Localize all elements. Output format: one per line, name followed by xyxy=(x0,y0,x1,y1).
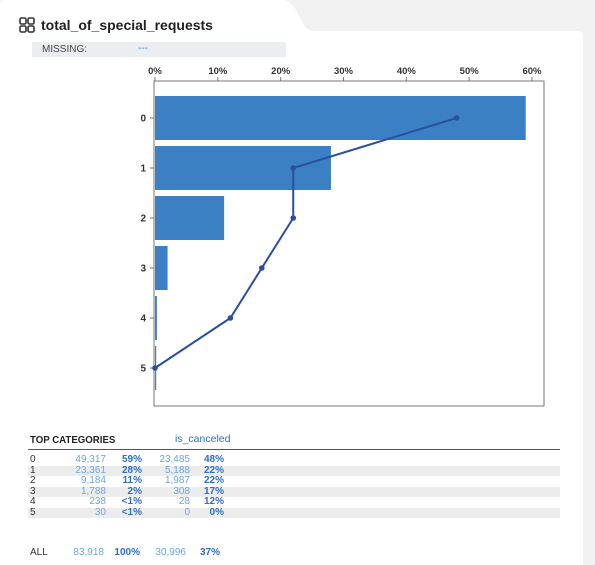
row-count: 1,788 xyxy=(60,486,106,497)
grid-icon xyxy=(19,17,35,33)
row-percent: 59% xyxy=(121,454,142,465)
bar xyxy=(155,96,526,140)
row-canceled: 1,987 xyxy=(164,475,190,486)
row-canceled-percent: 12% xyxy=(203,496,224,507)
cancel-rate-point xyxy=(259,265,265,271)
missing-row: MISSING: --- xyxy=(32,42,286,57)
row-percent: 2% xyxy=(106,486,144,497)
row-count: 23,361 xyxy=(60,465,106,476)
category-table: 0 49,317 59% 23,485 48% 1 23,361 28% 5,188 22% 2 9,… xyxy=(28,454,560,518)
total-count: 83,918 xyxy=(73,547,104,558)
row-category: 2 xyxy=(30,475,36,486)
row-count: 30 xyxy=(60,507,106,518)
row-category: 3 xyxy=(28,486,60,497)
row-canceled: 5,188 xyxy=(144,465,190,476)
row-canceled-percent: 0% xyxy=(190,507,224,518)
total-cat: ALL xyxy=(30,547,48,558)
x-tick-label: 10% xyxy=(208,66,228,77)
row-count: 238 xyxy=(89,496,106,507)
row-count: 9,184 xyxy=(80,475,106,486)
missing-value: --- xyxy=(138,43,148,54)
table-row: 0 49,317 59% 23,485 48% xyxy=(28,454,560,466)
x-tick-label: 50% xyxy=(460,66,480,77)
header-divider xyxy=(28,449,560,450)
row-canceled: 308 xyxy=(144,486,190,497)
cancel-rate-point xyxy=(290,215,297,221)
y-tick-label: 5 xyxy=(140,364,146,375)
row-canceled-percent: 48% xyxy=(203,454,224,465)
row-canceled-percent: 17% xyxy=(190,486,224,497)
cancel-rate-point xyxy=(290,165,297,171)
top-categories-section: TOP CATEGORIES is_canceled 0 49,317 59% 23,… xyxy=(28,433,560,558)
table-row: 1 23,361 28% 5,188 22% xyxy=(28,465,560,476)
variable-title: total_of_special_requests xyxy=(41,17,213,33)
row-category: 5 xyxy=(28,507,60,518)
row-canceled: 23,485 xyxy=(159,454,190,465)
cancel-rate-point xyxy=(152,365,158,371)
row-canceled-percent: 22% xyxy=(190,465,224,476)
row-percent: <1% xyxy=(106,507,144,518)
card-header: total_of_special_requests xyxy=(19,15,213,35)
bar xyxy=(155,296,157,340)
row-canceled-percent: 22% xyxy=(203,475,224,486)
row-category: 4 xyxy=(30,496,36,507)
x-tick-label: 60% xyxy=(522,66,542,77)
table-row: 4 238 <1% 28 12% xyxy=(28,496,560,508)
missing-label: MISSING: xyxy=(42,44,88,55)
total-canceled-pct: 37% xyxy=(199,547,220,558)
total-canceled: 30,996 xyxy=(155,547,186,558)
row-category: 0 xyxy=(30,454,36,465)
table-header: TOP CATEGORIES is_canceled xyxy=(28,433,560,451)
bar-chart: 0% 10% 20% 30% 40% 50% 60% 0 1 2 3 4 5 xyxy=(140,66,545,407)
cancel-rate-point xyxy=(227,315,234,321)
y-tick-label: 2 xyxy=(140,214,146,225)
row-percent: <1% xyxy=(121,496,142,507)
table-row: 5 30 <1% 0 0% xyxy=(28,507,560,518)
total-row: ALL 83,918 100% 30,996 37% xyxy=(28,547,560,559)
target-column-label: is_canceled xyxy=(175,433,231,445)
x-tick-label: 30% xyxy=(334,66,354,77)
bar xyxy=(155,246,168,290)
row-canceled: 0 xyxy=(144,507,190,518)
row-percent: 28% xyxy=(106,465,144,476)
x-tick-label: 0% xyxy=(148,66,162,77)
x-tick-label: 20% xyxy=(271,66,291,77)
table-row: 2 9,184 11% 1,987 22% xyxy=(28,475,560,487)
cancel-rate-point xyxy=(453,115,460,121)
row-count: 49,317 xyxy=(75,454,106,465)
y-tick-label: 1 xyxy=(140,164,146,175)
y-tick-label: 3 xyxy=(140,264,146,275)
bar xyxy=(155,196,225,240)
row-category: 1 xyxy=(28,465,60,476)
cancel-rate-line xyxy=(154,117,457,369)
row-percent: 11% xyxy=(122,475,142,486)
y-tick-label: 4 xyxy=(140,314,146,325)
x-tick-label: 40% xyxy=(397,66,417,77)
table-title: TOP CATEGORIES xyxy=(30,434,116,446)
row-canceled: 28 xyxy=(178,496,190,507)
total-pct: 100% xyxy=(114,547,140,558)
table-row: 3 1,788 2% 308 17% xyxy=(28,486,560,497)
y-tick-label: 0 xyxy=(140,114,146,125)
bar xyxy=(155,146,331,190)
